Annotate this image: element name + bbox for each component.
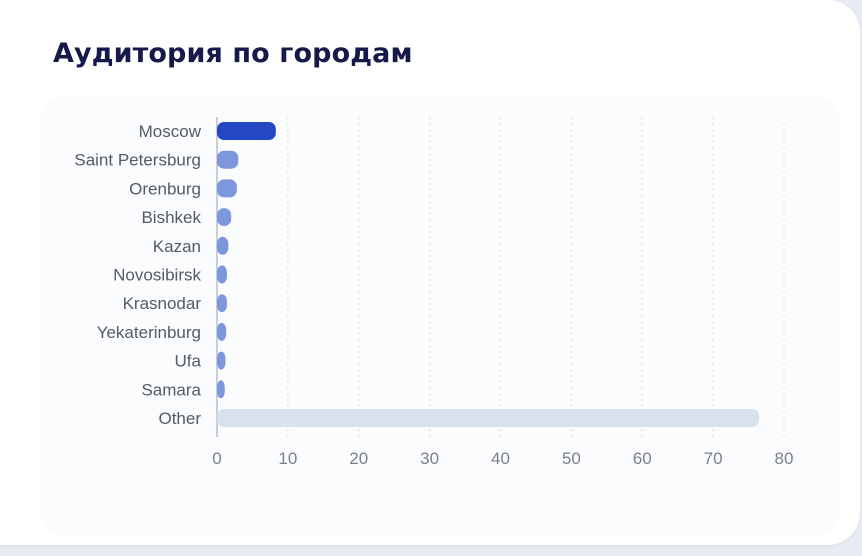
category-label-novosibirsk: Novosibirsk — [113, 266, 201, 285]
card-background — [40, 96, 840, 536]
bar-kazan[interactable] — [217, 236, 229, 255]
bar-ufa[interactable] — [217, 351, 226, 370]
x-tick-label-70: 70 — [704, 449, 723, 468]
category-label-ufa: Ufa — [175, 352, 202, 371]
bar-saint-petersburg[interactable] — [217, 150, 239, 169]
bar-bishkek[interactable] — [217, 208, 232, 227]
category-label-other: Other — [158, 409, 201, 428]
x-tick-label-10: 10 — [278, 449, 297, 468]
audience-card: Аудитория по городам Moscow Saint Petersb… — [0, 0, 860, 545]
category-labels: Moscow Saint Petersburg Orenburg Bishkek Kaz… — [74, 122, 201, 428]
bar-other[interactable] — [217, 409, 760, 427]
category-label-moscow: Moscow — [139, 122, 202, 141]
bars — [217, 122, 760, 427]
category-label-kazan: Kazan — [153, 237, 201, 256]
x-tick-label-30: 30 — [420, 449, 439, 468]
x-tick-label-60: 60 — [633, 449, 652, 468]
bar-orenburg[interactable] — [217, 179, 237, 198]
x-tick-label-20: 20 — [349, 449, 368, 468]
x-tick-label-80: 80 — [775, 449, 794, 468]
bar-moscow[interactable] — [217, 122, 276, 140]
x-tick-label-40: 40 — [491, 449, 510, 468]
bar-samara[interactable] — [217, 380, 225, 399]
bar-novosibirsk[interactable] — [217, 265, 227, 284]
category-label-bishkek: Bishkek — [141, 208, 201, 227]
category-label-yekaterinburg: Yekaterinburg — [97, 323, 201, 342]
card-title: Аудитория по городам — [53, 38, 413, 69]
x-tick-label-50: 50 — [562, 449, 581, 468]
category-label-samara: Samara — [141, 380, 201, 399]
category-label-saint-petersburg: Saint Petersburg — [74, 151, 201, 170]
grid-lines — [216, 117, 785, 437]
x-axis-ticks: 0 10 20 30 40 50 60 70 80 — [212, 449, 793, 468]
bar-yekaterinburg[interactable] — [217, 322, 227, 341]
category-label-orenburg: Orenburg — [129, 179, 201, 198]
category-label-krasnodar: Krasnodar — [123, 294, 202, 313]
bar-krasnodar[interactable] — [217, 294, 227, 313]
x-tick-label-0: 0 — [212, 449, 221, 468]
